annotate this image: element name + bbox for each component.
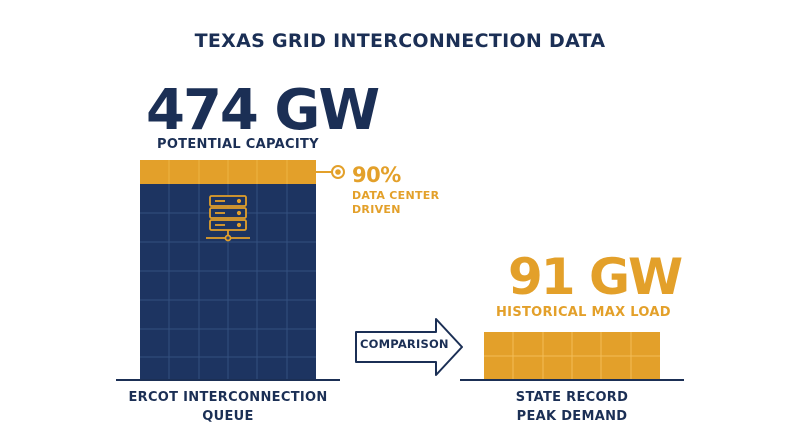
peak-caption-line1: STATE RECORD: [515, 390, 629, 405]
peak-caption-line2: PEAK DEMAND: [516, 409, 628, 424]
peak-caption: STATE RECORD PEAK DEMAND: [460, 388, 684, 426]
queue-capacity-value: 474 GW: [146, 78, 380, 143]
queue-capacity-label: POTENTIAL CAPACITY: [157, 137, 319, 152]
peak-demand-block: [484, 332, 660, 380]
comparison-label: COMPARISON: [360, 337, 449, 351]
queue-caption: ERCOT INTERCONNECTION QUEUE: [116, 388, 340, 426]
queue-caption-line2: QUEUE: [202, 409, 254, 424]
queue-caption-line1: ERCOT INTERCONNECTION: [128, 390, 328, 405]
peak-demand-label: HISTORICAL MAX LOAD: [496, 305, 671, 320]
peak-demand-value: 91 GW: [508, 248, 683, 306]
data-center-percent: 90%: [352, 163, 401, 187]
arrow-right-icon: [355, 318, 463, 376]
page-title: TEXAS GRID INTERCONNECTION DATA: [194, 30, 606, 52]
data-center-label-line2: DRIVEN: [352, 203, 401, 216]
data-center-label-line1: DATA CENTER: [352, 189, 440, 202]
queue-block: [140, 160, 316, 380]
data-center-label: DATA CENTER DRIVEN: [352, 189, 439, 217]
callout-connector: [316, 165, 345, 179]
server-rack-icon: [206, 195, 250, 242]
